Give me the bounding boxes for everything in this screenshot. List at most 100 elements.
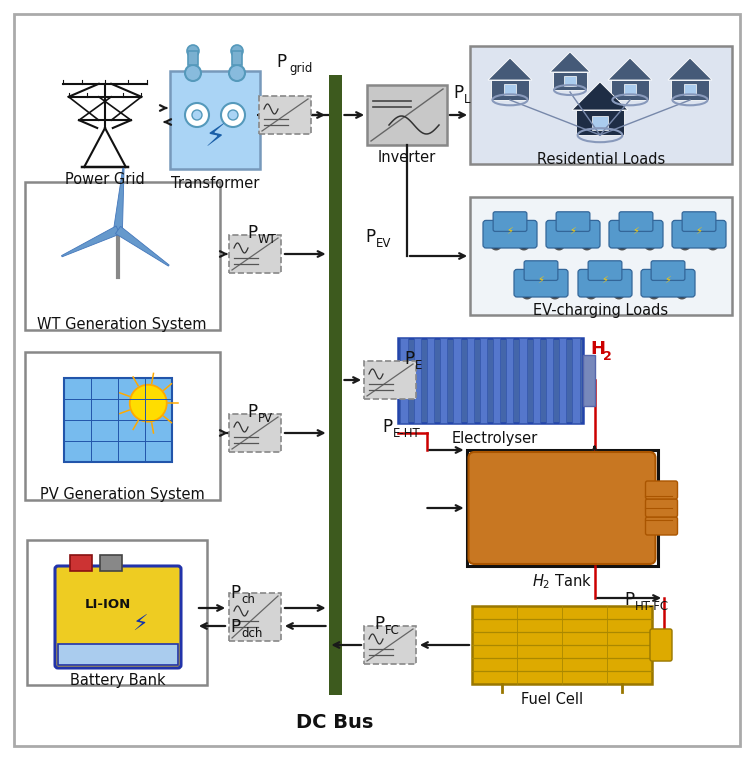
Circle shape [130,385,167,422]
Bar [100,555,122,571]
Bar [400,337,408,423]
Bar [470,197,732,315]
Text: E: E [415,359,422,372]
Bar [25,182,220,330]
Text: WT Generation System: WT Generation System [37,316,207,331]
Text: LI-ION: LI-ION [85,599,131,612]
FancyBboxPatch shape [650,629,672,661]
Polygon shape [611,80,648,100]
Polygon shape [684,84,696,96]
Circle shape [192,110,202,120]
Text: L: L [464,93,470,106]
Text: P: P [624,591,634,609]
Text: HT-FC: HT-FC [635,600,669,613]
Bar [64,378,172,462]
Text: Fuel Cell: Fuel Cell [521,692,583,708]
Bar [472,606,652,684]
Text: EV: EV [376,237,391,250]
Circle shape [581,239,592,250]
Bar [27,540,207,685]
Polygon shape [553,72,587,90]
FancyBboxPatch shape [55,566,181,668]
Polygon shape [624,84,636,96]
Circle shape [221,103,245,127]
Bar [532,337,540,423]
FancyBboxPatch shape [609,220,663,248]
Text: Residential Loads: Residential Loads [537,153,665,167]
Bar [506,337,513,423]
Text: ⚡: ⚡ [664,274,672,284]
Text: P: P [247,403,257,421]
Text: P: P [374,615,384,633]
Bar [414,337,421,423]
Bar [453,337,461,423]
Text: H: H [590,340,605,358]
Text: P: P [365,228,375,246]
Text: ⚡: ⚡ [538,274,544,284]
Bar [397,337,583,423]
Circle shape [614,288,624,299]
FancyBboxPatch shape [682,212,716,231]
Bar [583,354,596,406]
Polygon shape [576,110,624,135]
Text: Battery Bank: Battery Bank [70,673,166,689]
FancyBboxPatch shape [578,269,632,297]
Text: 2: 2 [603,350,611,363]
Bar [170,71,260,169]
Bar [367,85,447,145]
Text: ⚡: ⚡ [204,123,225,153]
FancyBboxPatch shape [672,220,726,248]
Text: Electrolyser: Electrolyser [452,431,538,446]
Circle shape [491,239,501,250]
Polygon shape [492,80,529,100]
FancyBboxPatch shape [468,452,655,564]
Circle shape [586,288,596,299]
Text: ⚡: ⚡ [507,226,513,236]
Circle shape [522,288,532,299]
FancyBboxPatch shape [651,261,685,280]
Bar [467,450,657,566]
Text: Transformer: Transformer [171,176,259,191]
Bar [427,337,434,423]
Polygon shape [62,226,120,257]
Text: P: P [404,350,414,368]
Text: ⚡: ⚡ [569,226,577,236]
Text: P: P [230,584,240,602]
Bar [229,414,281,452]
Text: PV Generation System: PV Generation System [40,487,204,502]
Bar [480,337,487,423]
Bar [470,46,732,164]
Circle shape [676,288,687,299]
FancyBboxPatch shape [645,481,678,499]
Text: ⚡: ⚡ [132,615,148,635]
Bar [232,51,242,65]
Text: P: P [382,418,392,436]
Text: DC Bus: DC Bus [296,713,374,731]
Circle shape [229,65,245,81]
Text: P: P [453,84,463,102]
Polygon shape [668,58,712,80]
Bar [467,337,474,423]
Bar [259,96,311,134]
Bar [546,337,553,423]
FancyBboxPatch shape [588,261,622,280]
Polygon shape [504,84,516,96]
Circle shape [115,226,121,233]
Polygon shape [608,58,652,80]
Polygon shape [488,58,532,80]
Bar [329,75,342,695]
Text: PV: PV [258,412,273,425]
FancyBboxPatch shape [645,517,678,535]
Text: Power Grid: Power Grid [65,173,145,188]
Bar [229,235,281,273]
Text: dch: dch [241,627,262,640]
Polygon shape [550,52,590,72]
Circle shape [185,65,201,81]
FancyBboxPatch shape [524,261,558,280]
Text: P: P [247,224,257,242]
Circle shape [648,288,659,299]
FancyBboxPatch shape [641,269,695,297]
Polygon shape [671,80,709,100]
Circle shape [231,45,243,57]
FancyBboxPatch shape [493,212,527,231]
